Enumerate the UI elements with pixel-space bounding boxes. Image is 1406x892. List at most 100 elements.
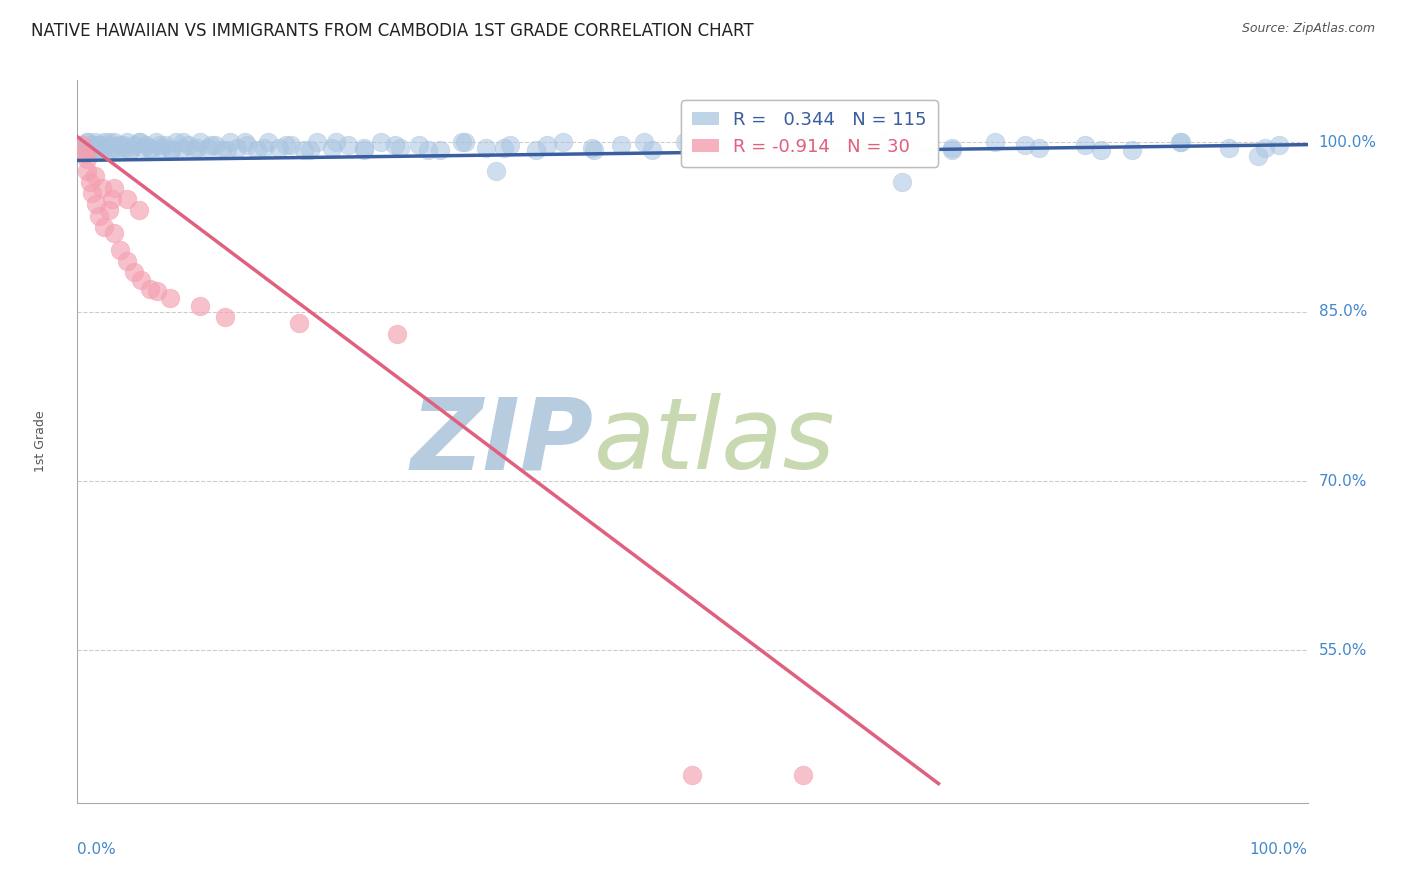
Point [583, 143, 606, 157]
Legend: R =   0.344   N = 115, R = -0.914   N = 30: R = 0.344 N = 115, R = -0.914 N = 30 [681, 100, 938, 167]
Point [139, 282, 162, 296]
Point [1074, 137, 1097, 152]
Point [79, 143, 101, 157]
Point [688, 141, 710, 155]
Point [337, 137, 360, 152]
Point [76, 136, 98, 150]
Point [898, 137, 921, 152]
Point [233, 136, 256, 150]
Point [73, 141, 96, 155]
Point [236, 137, 259, 152]
Point [70, 137, 93, 152]
Point [76, 163, 98, 178]
Text: 55.0%: 55.0% [1319, 643, 1367, 658]
Point [70, 137, 93, 152]
Point [408, 137, 430, 152]
Point [129, 273, 153, 287]
Point [820, 136, 842, 150]
Point [253, 141, 276, 155]
Point [292, 143, 315, 157]
Text: 1st Grade: 1st Grade [34, 410, 46, 473]
Point [1121, 143, 1143, 157]
Point [1168, 136, 1191, 150]
Point [941, 141, 963, 155]
Point [77, 136, 100, 150]
Point [941, 143, 963, 157]
Text: atlas: atlas [595, 393, 835, 490]
Point [93, 220, 115, 235]
Point [1218, 141, 1240, 155]
Point [97, 137, 120, 152]
Point [146, 285, 169, 299]
Point [122, 137, 145, 152]
Point [177, 137, 200, 152]
Point [120, 143, 142, 157]
Point [82, 137, 104, 152]
Point [160, 143, 183, 157]
Point [82, 186, 104, 201]
Point [872, 136, 894, 150]
Point [321, 141, 343, 155]
Point [90, 143, 114, 157]
Point [72, 143, 94, 157]
Point [155, 137, 177, 152]
Point [385, 327, 409, 342]
Point [145, 136, 167, 150]
Point [633, 136, 655, 150]
Point [183, 143, 205, 157]
Point [105, 143, 128, 157]
Point [219, 136, 242, 150]
Text: 100.0%: 100.0% [1319, 135, 1376, 150]
Point [1170, 136, 1192, 150]
Point [744, 137, 766, 152]
Point [165, 136, 187, 150]
Text: NATIVE HAWAIIAN VS IMMIGRANTS FROM CAMBODIA 1ST GRADE CORRELATION CHART: NATIVE HAWAIIAN VS IMMIGRANTS FROM CAMBO… [31, 22, 754, 40]
Point [103, 136, 125, 150]
Point [280, 137, 302, 152]
Point [859, 141, 882, 155]
Point [73, 146, 96, 161]
Point [82, 141, 104, 155]
Point [188, 136, 212, 150]
Point [150, 141, 173, 155]
Point [524, 143, 547, 157]
Point [388, 141, 411, 155]
Point [84, 197, 107, 211]
Point [610, 137, 633, 152]
Point [709, 141, 731, 155]
Point [553, 136, 575, 150]
Point [745, 137, 768, 152]
Point [103, 226, 125, 240]
Point [499, 137, 522, 152]
Point [110, 243, 132, 257]
Point [246, 143, 269, 157]
Point [101, 192, 124, 206]
Point [890, 175, 912, 189]
Point [641, 143, 664, 157]
Point [673, 136, 696, 150]
Point [325, 136, 347, 150]
Point [536, 137, 558, 152]
Point [451, 136, 474, 150]
Text: 100.0%: 100.0% [1250, 842, 1308, 856]
Text: 0.0%: 0.0% [77, 842, 117, 856]
Point [807, 143, 830, 157]
Point [170, 141, 193, 155]
Point [217, 143, 239, 157]
Point [197, 141, 219, 155]
Text: ZIP: ZIP [411, 393, 595, 490]
Point [101, 141, 124, 155]
Point [200, 137, 222, 152]
Point [288, 316, 311, 330]
Point [122, 265, 145, 279]
Point [89, 209, 111, 223]
Point [353, 143, 375, 157]
Point [454, 136, 477, 150]
Point [1014, 137, 1036, 152]
Point [186, 141, 208, 155]
Point [135, 137, 157, 152]
Point [214, 310, 236, 325]
Point [298, 143, 321, 157]
Point [429, 143, 451, 157]
Point [1247, 149, 1270, 163]
